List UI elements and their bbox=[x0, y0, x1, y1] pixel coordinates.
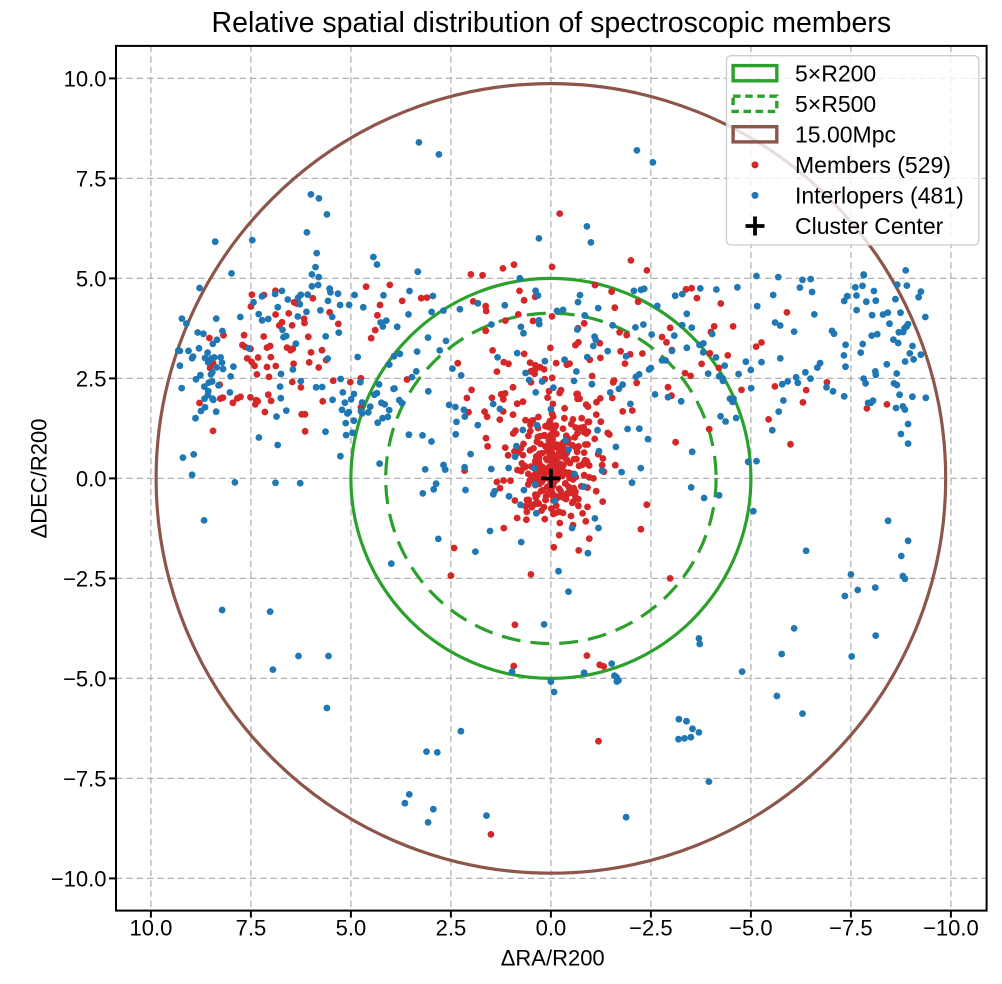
svg-text:−5.0: −5.0 bbox=[63, 667, 106, 692]
svg-text:7.5: 7.5 bbox=[236, 916, 267, 941]
svg-text:0.0: 0.0 bbox=[76, 467, 107, 492]
svg-text:Relative spatial distribution: Relative spatial distribution of spectro… bbox=[212, 7, 892, 39]
svg-text:5×R200: 5×R200 bbox=[795, 60, 876, 86]
svg-text:7.5: 7.5 bbox=[76, 167, 107, 192]
svg-text:Cluster Center: Cluster Center bbox=[795, 213, 944, 239]
svg-text:−7.5: −7.5 bbox=[829, 916, 872, 941]
svg-text:15.00Mpc: 15.00Mpc bbox=[795, 121, 896, 147]
svg-text:10.0: 10.0 bbox=[64, 67, 107, 92]
svg-text:−2.5: −2.5 bbox=[629, 916, 672, 941]
svg-text:−5.0: −5.0 bbox=[729, 916, 772, 941]
svg-text:2.5: 2.5 bbox=[436, 916, 467, 941]
svg-text:−10.0: −10.0 bbox=[923, 916, 979, 941]
svg-text:ΔRA/R200: ΔRA/R200 bbox=[501, 945, 605, 970]
svg-text:5×R500: 5×R500 bbox=[795, 91, 876, 117]
svg-text:5.0: 5.0 bbox=[336, 916, 367, 941]
svg-text:2.5: 2.5 bbox=[76, 367, 107, 392]
svg-text:−10.0: −10.0 bbox=[51, 867, 107, 892]
svg-text:0.0: 0.0 bbox=[536, 916, 567, 941]
svg-text:ΔDEC/R200: ΔDEC/R200 bbox=[26, 419, 51, 539]
svg-text:Interlopers (481): Interlopers (481) bbox=[795, 183, 964, 209]
svg-text:−7.5: −7.5 bbox=[63, 767, 106, 792]
svg-text:−2.5: −2.5 bbox=[63, 567, 106, 592]
svg-text:10.0: 10.0 bbox=[129, 916, 172, 941]
svg-text:5.0: 5.0 bbox=[76, 267, 107, 292]
svg-text:Members (529): Members (529) bbox=[795, 152, 951, 178]
